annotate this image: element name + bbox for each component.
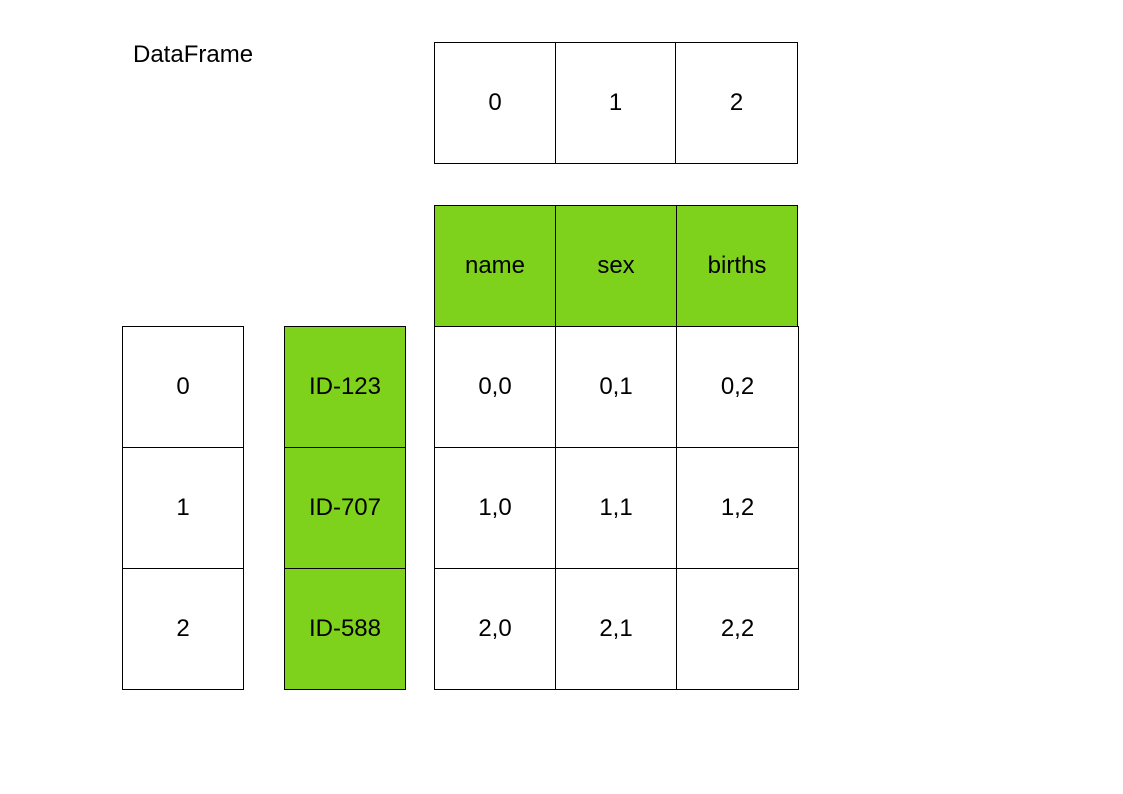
value-cell: 2,2 [676, 568, 799, 690]
value-cell: 0,1 [555, 326, 677, 448]
column-label-cell: births [676, 205, 798, 327]
value-cell: 2,0 [434, 568, 556, 690]
value-cell: 1,1 [555, 447, 677, 569]
value-cell: 0,0 [434, 326, 556, 448]
column-position-cell: 2 [675, 42, 798, 164]
column-label-cell: sex [555, 205, 677, 327]
column-position-cell: 1 [555, 42, 676, 164]
column-position-cell: 0 [434, 42, 556, 164]
row-label-cell: ID-588 [284, 568, 406, 690]
diagram-title: DataFrame [133, 41, 254, 68]
column-label-cell: name [434, 205, 556, 327]
row-position-cell: 2 [122, 568, 244, 690]
value-cell: 1,2 [676, 447, 799, 569]
row-label-cell: ID-707 [284, 447, 406, 569]
row-label-cell: ID-123 [284, 326, 406, 448]
row-position-cell: 1 [122, 447, 244, 569]
value-cell: 0,2 [676, 326, 799, 448]
value-cell: 2,1 [555, 568, 677, 690]
value-cell: 1,0 [434, 447, 556, 569]
row-position-cell: 0 [122, 326, 244, 448]
